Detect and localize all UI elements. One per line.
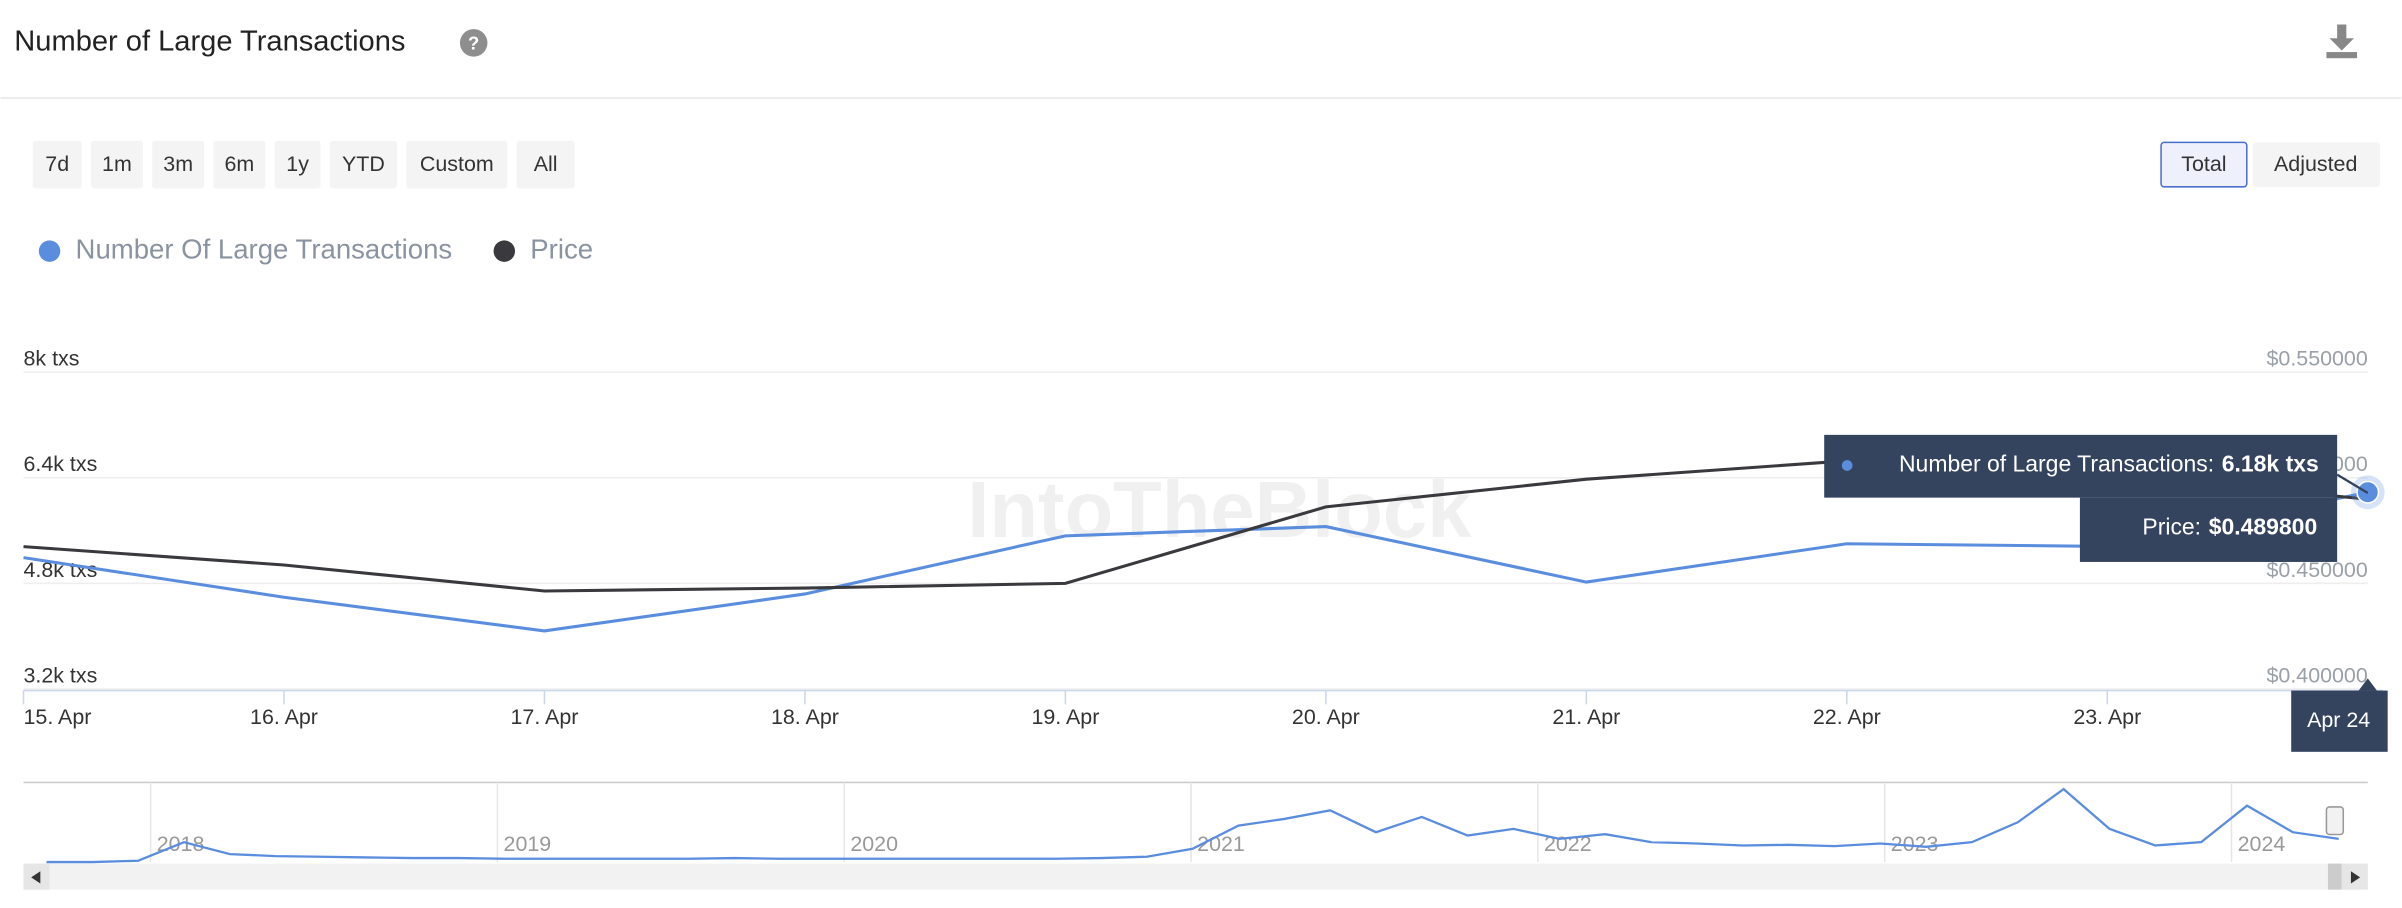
tooltip-box [1824, 434, 2338, 498]
date-tooltip-arrow [2358, 678, 2377, 691]
y-tick-label: 6.4k txs [24, 452, 98, 476]
date-tooltip-text: Apr 24 [2307, 708, 2370, 732]
x-tick-label: 19. Apr [1031, 705, 1099, 729]
mode-button-label: Adjusted [2274, 152, 2357, 176]
range-button-label: 1m [102, 152, 132, 176]
range-button[interactable] [90, 140, 143, 189]
navigator-year: 2020 [850, 832, 898, 856]
scrollbar-left-arrow [31, 871, 41, 884]
scrollbar-thumb[interactable] [2327, 863, 2342, 890]
range-button[interactable] [516, 140, 575, 189]
range-button-label: 6m [225, 152, 255, 176]
y-tick-label: 3.2k txs [24, 663, 98, 687]
navigator-year: 2024 [2238, 832, 2286, 856]
tooltip-value: 6.18k txs [2222, 451, 2319, 477]
legend-label[interactable]: Number Of Large Transactions [76, 233, 453, 264]
scrollbar-right-arrow [2350, 871, 2361, 884]
tooltip-name: Number of Large Transactions: [1899, 451, 2214, 477]
tooltip-text: Price: $0.489800 [2142, 513, 2317, 539]
mode-button[interactable] [2252, 142, 2381, 187]
y2-tick-label: $0.400000 [2267, 663, 2368, 687]
range-button-label: All [534, 152, 558, 176]
range-button[interactable] [406, 140, 508, 189]
y2-tick-label: $0.550000 [2267, 346, 2368, 370]
tooltip-value: $0.489800 [2209, 513, 2318, 539]
help-icon[interactable] [459, 29, 488, 57]
range-button-label: Custom [420, 152, 494, 176]
title: Number of Large Transactions [14, 26, 405, 58]
tooltip-dot [1841, 460, 1853, 471]
scrollbar-track [23, 863, 2368, 890]
navigator-handle[interactable] [2325, 806, 2345, 836]
range-button-label: 7d [45, 152, 69, 176]
mode-button-label: Total [2181, 152, 2226, 176]
range-button[interactable] [32, 140, 82, 189]
navigator-year: 2021 [1197, 832, 1245, 856]
y-tick-label: 4.8k txs [24, 558, 98, 582]
legend-marker[interactable] [38, 240, 61, 262]
x-tick-label: 22. Apr [1813, 705, 1881, 729]
help-mark: ? [468, 32, 479, 53]
series-line [23, 490, 2369, 633]
date-tooltip-box [2291, 690, 2388, 752]
mode-button-active[interactable] [2160, 141, 2248, 188]
range-button-label: 3m [163, 152, 193, 176]
range-button[interactable] [152, 140, 205, 189]
x-tick-label: 20. Apr [1292, 705, 1360, 729]
navigator-year: 2019 [504, 832, 552, 856]
tooltip-pointer [2336, 473, 2369, 495]
range-button[interactable] [329, 140, 398, 189]
x-tick-label: 21. Apr [1552, 705, 1620, 729]
x-tick-label: 16. Apr [250, 705, 318, 729]
download-icon[interactable] [2326, 24, 2358, 59]
x-tick-label: 17. Apr [511, 705, 579, 729]
x-tick-label: 23. Apr [2073, 705, 2141, 729]
legend-label[interactable]: Price [530, 233, 593, 264]
navigator-line [46, 787, 2339, 864]
range-button[interactable] [274, 140, 321, 189]
legend-marker[interactable] [493, 240, 516, 262]
range-button-label: YTD [342, 152, 385, 176]
x-tick-label: 18. Apr [771, 705, 839, 729]
tooltip-text: Number of Large Transactions: 6.18k txs [1899, 451, 2319, 477]
x-tick-label: 15. Apr [24, 705, 92, 729]
y-tick-label: 8k txs [24, 346, 80, 370]
tooltip-name: Price: [2142, 513, 2201, 539]
range-button[interactable] [213, 140, 266, 189]
tooltip-box [2079, 497, 2338, 562]
range-button-label: 1y [286, 152, 309, 176]
